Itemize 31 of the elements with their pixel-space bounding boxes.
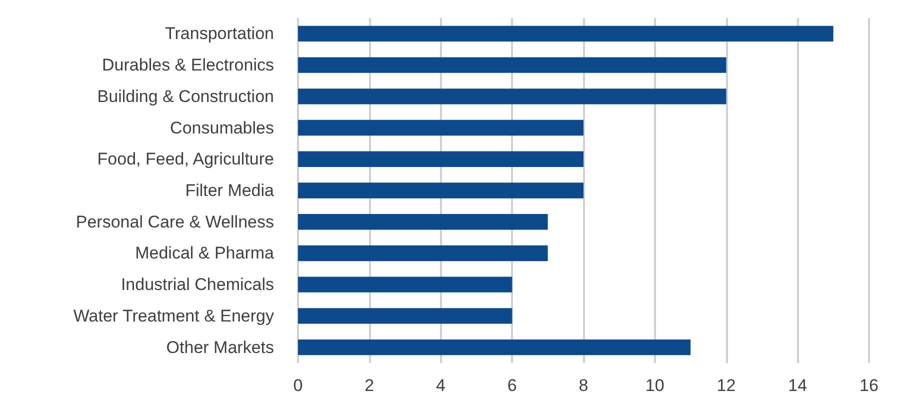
y-tick-label: Food, Feed, Agriculture	[97, 150, 274, 169]
bar	[298, 214, 548, 230]
y-tick-label: Personal Care & Wellness	[76, 212, 274, 232]
bar	[298, 182, 584, 198]
x-tick-label: 16	[860, 376, 878, 395]
bar	[298, 245, 548, 262]
y-tick-label: Industrial Chemicals	[120, 275, 274, 294]
y-tick-label: Building & Construction	[97, 86, 274, 106]
bar	[298, 120, 584, 136]
bar	[298, 308, 512, 324]
x-tick-label: 4	[436, 376, 446, 395]
y-tick-label: Medical & Pharma	[135, 244, 275, 263]
bar	[298, 339, 691, 356]
bar	[298, 57, 726, 73]
bar	[298, 88, 726, 104]
y-tick-label: Filter Media	[185, 181, 275, 200]
x-tick-label: 14	[788, 376, 808, 395]
x-tick-label: 2	[364, 376, 374, 395]
bar	[298, 276, 512, 292]
bar	[298, 151, 584, 167]
y-tick-label: Other Markets	[166, 338, 274, 357]
x-tick-label: 6	[507, 376, 517, 395]
y-tick-label: Water Treatment & Energy	[73, 306, 274, 326]
y-tick-label: Consumables	[170, 118, 274, 138]
x-tick-label: 10	[645, 376, 664, 395]
x-tick-label: 12	[716, 376, 736, 395]
x-tick-label: 8	[578, 376, 588, 395]
y-tick-label: Durables & Electronics	[102, 56, 274, 75]
x-tick-label: 0	[293, 376, 303, 395]
y-tick-label: Transportation	[165, 24, 274, 44]
bar	[298, 26, 834, 42]
